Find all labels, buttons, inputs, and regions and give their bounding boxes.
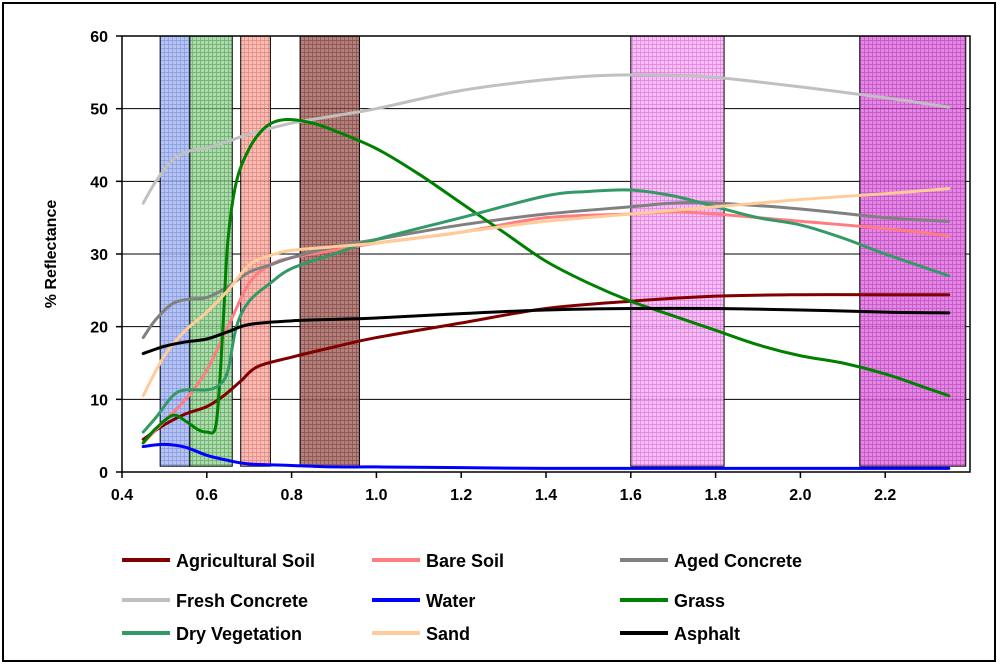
legend-label-water: Water xyxy=(426,591,475,611)
spectral-band xyxy=(240,35,271,467)
series-line-grass xyxy=(141,118,951,445)
legend-label-aged-concrete: Aged Concrete xyxy=(674,551,802,571)
y-tick-label: 60 xyxy=(90,29,108,46)
series-line-sand xyxy=(141,187,951,398)
legend-label-bare-soil: Bare Soil xyxy=(426,551,504,571)
x-axis-ticks: 0.4 0.6 0.8 1.0 1.2 1.4 1.6 1.8 2.0 2.2 xyxy=(111,472,896,504)
x-tick-label: 0.6 xyxy=(196,487,218,504)
x-tick-label: 1.2 xyxy=(450,487,472,504)
y-axis-ticks: 0 10 20 30 40 50 60 xyxy=(90,29,122,482)
x-tick-label: 0.8 xyxy=(280,487,302,504)
x-tick-label: 2.2 xyxy=(874,487,896,504)
y-tick-label: 30 xyxy=(90,247,108,264)
y-tick-label: 50 xyxy=(90,102,108,119)
x-tick-label: 1.6 xyxy=(620,487,642,504)
legend-label-asphalt: Asphalt xyxy=(674,624,740,644)
x-tick-label: 1.8 xyxy=(704,487,726,504)
y-tick-label: 0 xyxy=(99,465,108,482)
spectral-bands xyxy=(159,35,967,467)
series-line-aged-concrete xyxy=(141,201,951,340)
y-tick-label: 20 xyxy=(90,320,108,337)
legend-label-dry-vegetation: Dry Vegetation xyxy=(176,624,302,644)
x-tick-label: 1.4 xyxy=(535,487,557,504)
x-tick-label: 1.0 xyxy=(365,487,387,504)
x-tick-label: 2.0 xyxy=(789,487,811,504)
legend-label-grass: Grass xyxy=(674,591,725,611)
spectral-band xyxy=(630,35,725,467)
series-line-asphalt xyxy=(141,306,951,356)
x-tick-label: 0.4 xyxy=(111,487,133,504)
y-tick-label: 10 xyxy=(90,392,108,409)
legend-label-agricultural-soil: Agricultural Soil xyxy=(176,551,315,571)
legend-label-sand: Sand xyxy=(426,624,470,644)
series-lines xyxy=(141,73,951,470)
series-line-dry-vegetation xyxy=(141,188,951,434)
y-tick-label: 40 xyxy=(90,174,108,191)
series-line-water xyxy=(141,442,951,470)
series-line-agricultural-soil xyxy=(141,293,951,441)
legend: Agricultural Soil Bare Soil Aged Concrete F… xyxy=(122,551,802,644)
legend-label-fresh-concrete: Fresh Concrete xyxy=(176,591,308,611)
series-line-fresh-concrete xyxy=(141,73,951,205)
y-axis-label: % Reflectance xyxy=(43,200,60,309)
